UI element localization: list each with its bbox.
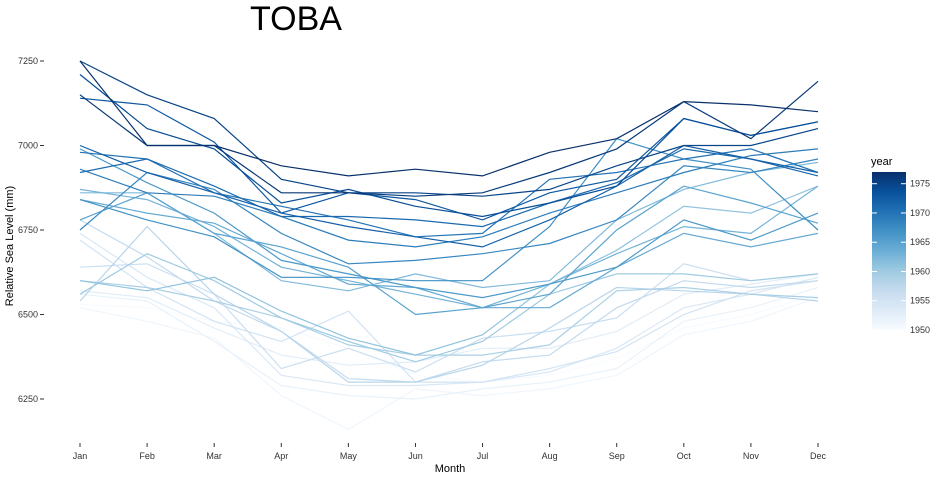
x-tick-label: May [340, 451, 358, 461]
series-line-1959 [79, 280, 819, 356]
legend-ticks: 1950 1955 1960 1965 1970 1975 [872, 179, 930, 335]
legend-tick-label: 1970 [910, 208, 930, 218]
x-tick-label: Sep [609, 451, 625, 461]
series-line-1952 [79, 286, 819, 400]
legend-tick-label: 1955 [910, 296, 930, 306]
series-line-1950 [79, 293, 819, 383]
series-line-1955 [79, 239, 819, 383]
series-line-1958 [79, 225, 819, 383]
series-line-1977 [79, 60, 819, 177]
x-axis-label: Month [434, 463, 466, 475]
legend-tick-label: 1965 [910, 237, 930, 247]
legend-tick-label: 1960 [910, 266, 930, 276]
legend-tick-label: 1950 [910, 325, 930, 335]
series-line-1957 [79, 219, 819, 383]
x-tick-label: Mar [206, 451, 222, 461]
series-line-1961 [79, 185, 819, 356]
series-line-1973 [79, 97, 819, 221]
x-axis: Jan Feb Mar Apr May Jun Jul Aug Sep Oct Nov Dec [73, 443, 827, 461]
series-line-1969 [79, 148, 819, 248]
x-tick-label: Oct [677, 451, 692, 461]
x-tick-label: Jul [477, 451, 489, 461]
x-tick-label: Feb [139, 451, 155, 461]
x-tick-label: Nov [743, 451, 760, 461]
series-line-1970 [79, 148, 819, 238]
series-line-1972 [79, 144, 819, 248]
series-line-1966 [79, 148, 819, 299]
legend: 1950 1955 1960 1965 1970 1975 [872, 172, 930, 335]
y-tick-label: 6250 [18, 394, 38, 404]
chart-title: TOBA [250, 0, 342, 38]
legend-title: year [871, 156, 893, 168]
series-line-1964 [79, 199, 819, 309]
y-axis-label: Relative Sea Level (mm) [4, 185, 16, 307]
x-tick-label: Apr [274, 451, 288, 461]
legend-tick-label: 1975 [910, 179, 930, 189]
y-tick-label: 7250 [18, 56, 38, 66]
x-tick-label: Jan [73, 451, 88, 461]
x-tick-label: Dec [810, 451, 827, 461]
y-tick-label: 6500 [18, 310, 38, 320]
x-tick-label: Aug [542, 451, 558, 461]
y-tick-label: 6750 [18, 225, 38, 235]
series-line-1976 [79, 80, 819, 197]
series-layer [79, 60, 819, 431]
series-line-1960 [79, 253, 819, 363]
legend-colorbar [872, 172, 906, 330]
series-line-1954 [79, 232, 819, 387]
y-tick-label: 7000 [18, 141, 38, 151]
series-line-1967 [79, 138, 819, 282]
x-tick-label: Jun [408, 451, 423, 461]
series-line-1971 [79, 148, 819, 228]
series-line-1965 [79, 185, 819, 316]
y-axis: 6250 6500 6750 7000 7250 [18, 56, 44, 404]
